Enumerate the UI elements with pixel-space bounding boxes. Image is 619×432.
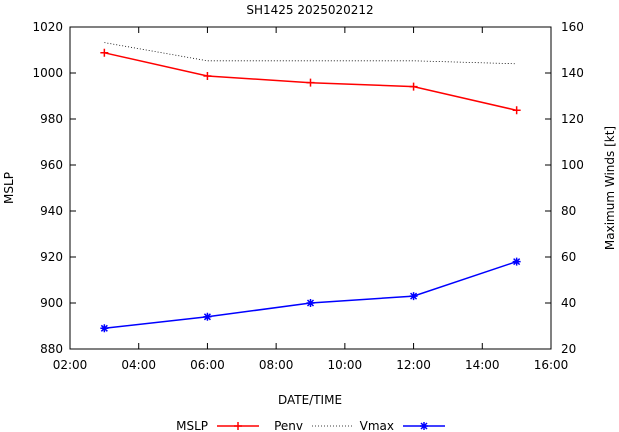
x-tick-label: 08:00 [259,358,294,372]
data-point-vmax [100,324,109,333]
data-point-vmax [306,299,315,307]
legend-marker-vmax [420,422,428,430]
y-right-tick-label: 100 [561,158,584,172]
y-left-tick-label: 900 [40,296,63,310]
x-tick-label: 10:00 [328,358,363,372]
y-right-tick-label: 20 [561,342,576,356]
series-line-penv [104,42,517,65]
y-right-tick-label: 80 [561,204,576,218]
chart-title: SH1425 2025020212 [246,3,373,17]
legend-label-mslp: MSLP [176,419,208,432]
data-point-mslp [203,71,212,80]
y-left-tick-label: 880 [40,342,63,356]
data-point-vmax [409,292,418,301]
x-tick-label: 16:00 [534,358,569,372]
x-tick-label: 14:00 [465,358,500,372]
data-point-mslp [409,82,418,91]
y-left-tick-label: 960 [40,158,63,172]
y-left-tick-label: 920 [40,250,63,264]
data-point-vmax [512,257,521,266]
series-line-vmax [104,260,517,330]
x-tick-label: 02:00 [53,358,88,372]
plot-frame [69,26,552,350]
series-layer [100,42,521,333]
y-left-tick-label: 1000 [32,66,63,80]
y-left-tick-label: 940 [40,204,63,218]
legend-marker-mslp [234,422,242,430]
legend-label-penv: Penv [274,419,303,432]
y-right-tick-label: 140 [561,66,584,80]
x-tick-label: 12:00 [396,358,431,372]
y-right-tick-label: 60 [561,250,576,264]
x-tick-label: 04:00 [121,358,156,372]
data-point-mslp [512,106,521,115]
y-right-tick-label: 40 [561,296,576,310]
y-right-tick-label: 120 [561,112,584,126]
y-left-tick-label: 1020 [32,20,63,34]
data-point-vmax [203,312,212,321]
y-axis-label-right: Maximum Winds [kt] [603,126,617,250]
x-axis-label: DATE/TIME [278,393,342,407]
x-tick-label: 06:00 [190,358,225,372]
y-axis-label-left: MSLP [2,172,16,204]
legend: MSLP Penv Vmax [176,419,445,432]
data-point-mslp [306,78,315,87]
y-left-tick-label: 980 [40,112,63,126]
data-point-mslp [100,48,109,57]
y-right-tick-label: 160 [561,20,584,34]
legend-label-vmax: Vmax [360,419,394,432]
tick-layer: 02:00 04:00 06:00 08:00 10:00 12:00 14:00 16:00… [32,20,583,372]
